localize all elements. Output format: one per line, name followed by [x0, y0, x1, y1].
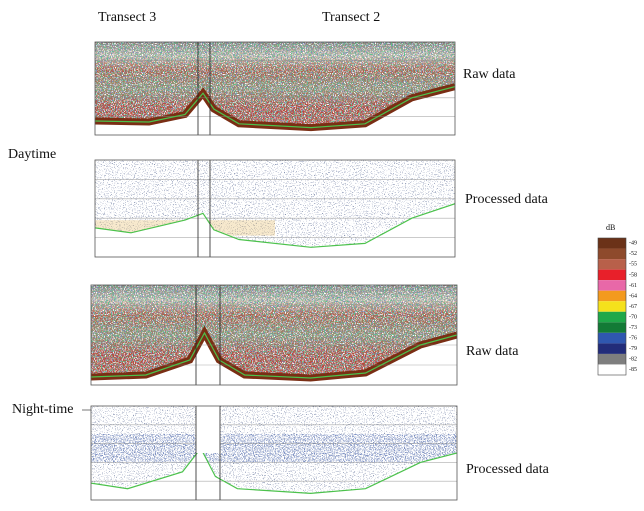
below-seabed [91, 333, 457, 385]
colorbar-tick-label: -58 [629, 272, 637, 278]
colorbar-tick-label: -67 [629, 304, 637, 310]
colorbar-swatch [598, 343, 626, 354]
colorbar-tick-label: -76 [629, 335, 637, 341]
panel-label: Processed data [466, 462, 550, 477]
colorbar-tick-label: -61 [629, 283, 637, 289]
echogram-panel [94, 159, 456, 258]
panel-content [95, 160, 455, 257]
echogram-panel [94, 41, 456, 136]
panel-content [91, 406, 457, 500]
colorbar-frame [597, 237, 627, 376]
echogram-panel [90, 405, 458, 501]
colorbar-tick-label: -55 [629, 262, 637, 268]
colorbar-swatch [598, 332, 626, 344]
colorbar-swatch [598, 290, 626, 302]
colorbar-swatch [598, 322, 626, 333]
panel-frame [90, 284, 458, 386]
colorbar-swatch [598, 259, 626, 270]
speckle-dense [91, 434, 457, 463]
bottom-line [91, 331, 457, 379]
panel-frame [94, 41, 456, 136]
colorbar-tick-label: -79 [629, 346, 637, 352]
bottom-line [95, 86, 455, 129]
panel-label: Raw data [466, 344, 519, 359]
row-label: Daytime [8, 147, 56, 162]
colorbar-swatch [598, 248, 626, 260]
below-seabed [95, 86, 455, 135]
panel-label: Raw data [463, 67, 516, 82]
colorbar-swatch [598, 364, 626, 375]
panel-frame [90, 405, 458, 501]
colorbar-swatch [598, 353, 626, 365]
bottom-line [91, 447, 457, 495]
colorbar-swatch [598, 280, 626, 291]
colorbar-tick-label: -85 [629, 367, 637, 373]
echogram-panel [90, 284, 458, 386]
panel-frame [94, 159, 456, 258]
transect-label: Transect 3 [98, 10, 156, 25]
colorbar-swatch [598, 269, 626, 281]
gap [196, 406, 220, 453]
colorbar-tick-label: -73 [629, 325, 637, 331]
transect-label: Transect 2 [322, 10, 380, 25]
bottom-line [95, 203, 455, 248]
colorbar-tick-label: -64 [629, 293, 637, 299]
colorbar-tick-label: -82 [629, 357, 637, 363]
colorbar-swatch [598, 238, 626, 249]
content: Transect 3 Transect 2 Daytime Night-time… [8, 10, 637, 501]
row-label: Night-time [12, 402, 73, 417]
panel-content [95, 42, 455, 135]
colorbar-tick-label: -70 [629, 314, 637, 320]
colorbar-tick-label: -52 [629, 251, 637, 257]
colorbar-unit: dB [606, 223, 615, 232]
below-seabed [91, 448, 457, 500]
colorbar-tick-label: -49 [629, 241, 637, 247]
panel-content [91, 285, 457, 385]
colorbar-swatch [598, 301, 626, 312]
panel-label: Processed data [465, 192, 549, 207]
colorbar-swatch [598, 311, 626, 323]
